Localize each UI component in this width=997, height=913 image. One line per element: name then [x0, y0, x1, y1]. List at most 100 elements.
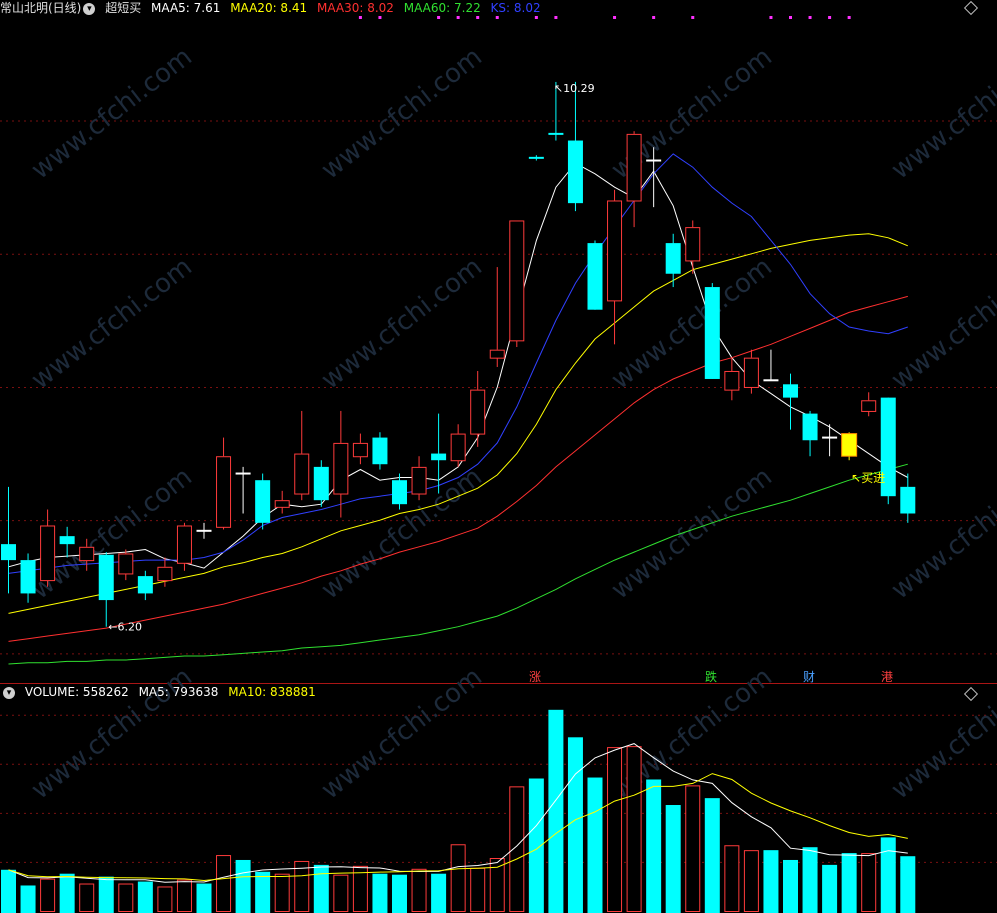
- volume-bar: [861, 853, 877, 912]
- volume-bar: [98, 876, 114, 913]
- volume-bar: [802, 847, 818, 913]
- volume-bar: [176, 879, 192, 912]
- volume-ma5-line: [8, 743, 908, 883]
- volume-bar: [685, 785, 701, 913]
- candle-body: [587, 243, 603, 310]
- candle-body: [79, 546, 95, 562]
- volume-bar: [489, 858, 505, 912]
- volume-bar: [1, 869, 16, 913]
- volume-bar: [79, 883, 95, 913]
- watermark-text: www.cfchi.com: [886, 42, 997, 186]
- candle-body: [626, 133, 642, 202]
- volume-bar: [646, 779, 662, 913]
- candle-body: [20, 560, 36, 594]
- candle-body: [137, 576, 153, 594]
- candle-body: [333, 442, 349, 495]
- candle-body: [431, 453, 447, 461]
- volume-bar: [783, 859, 798, 913]
- watermark-text: www.cfchi.com: [886, 252, 997, 396]
- signal-dot: [789, 16, 792, 19]
- ma5-value: MAA5: 7.61: [151, 1, 221, 15]
- volume-settings-icon[interactable]: ▾: [3, 686, 15, 699]
- signal-dot: [358, 16, 362, 19]
- candle-body: [372, 437, 388, 465]
- volume-bar: [137, 881, 153, 913]
- volume-bar: [763, 850, 779, 913]
- volume-bar: [743, 850, 759, 913]
- candle-body: [470, 389, 486, 435]
- volume-bar: [411, 868, 427, 912]
- candle-body: [235, 472, 251, 475]
- candle-body: [255, 480, 271, 523]
- volume-bar: [880, 837, 896, 913]
- volume-bar: [822, 864, 838, 913]
- volume-bar: [509, 786, 525, 912]
- event-tag-finance[interactable]: 财: [803, 670, 816, 684]
- volume-bar: [626, 746, 642, 913]
- signal-dot: [437, 16, 441, 19]
- volume-bar: [470, 867, 486, 912]
- candle-body: [489, 349, 505, 359]
- volume-bar: [450, 844, 466, 913]
- annotation-low: ←6.20: [108, 621, 142, 634]
- volume-bar: [255, 871, 271, 913]
- volume-bar: [567, 737, 583, 913]
- candle-body: [196, 529, 212, 532]
- volume-bar: [20, 885, 36, 913]
- signal-dot: [554, 16, 558, 19]
- ma-line-maa30: [8, 295, 908, 642]
- candle-body: [98, 554, 114, 601]
- candle-body: [548, 132, 564, 135]
- event-tag-rise[interactable]: 涨: [529, 670, 542, 684]
- candle-body: [450, 433, 466, 462]
- watermark-text: www.cfchi.com: [26, 252, 198, 396]
- event-tag-hk[interactable]: 港: [881, 670, 894, 684]
- candle-body: [352, 442, 368, 458]
- signal-dot: [534, 16, 538, 19]
- signal-dot: [613, 16, 617, 19]
- volume-header: ▾ VOLUME: 558262 MA5: 793638 MA10: 83888…: [0, 684, 322, 700]
- price-header: 常山北明(日线) ▾ 超短买 MAA5: 7.61 MAA20: 8.41 MAA…: [0, 0, 547, 16]
- candle-body: [294, 453, 310, 495]
- candle-body: [392, 480, 407, 505]
- signal-dot: [828, 16, 832, 19]
- watermark-text: www.cfchi.com: [26, 42, 198, 186]
- volume-bar: [59, 873, 75, 913]
- volume-bar: [372, 873, 388, 913]
- candle-body: [900, 486, 916, 514]
- ks-value: KS: 8.02: [490, 1, 541, 15]
- candle-body: [313, 466, 329, 501]
- watermark-text: www.cfchi.com: [606, 462, 778, 606]
- volume-bar: [235, 859, 251, 913]
- event-tag-fall[interactable]: 跌: [705, 670, 718, 684]
- volume-bar: [665, 805, 681, 913]
- candle-body: [1, 544, 16, 561]
- volume-value: VOLUME: 558262: [24, 685, 129, 699]
- ma30-value: MAA30: 8.02: [316, 1, 394, 15]
- candle-body: [724, 370, 740, 391]
- volume-bar: [40, 878, 56, 912]
- signal-dot: [847, 16, 851, 19]
- settings-circle-icon[interactable]: ▾: [83, 2, 96, 15]
- candle-body: [157, 566, 173, 582]
- signal-dot: [691, 16, 695, 19]
- candle-body: [861, 400, 877, 412]
- candle-body: [528, 156, 544, 159]
- volume-bar: [196, 883, 212, 913]
- candle-body: [841, 433, 858, 457]
- annotation-high: ↖10.29: [554, 82, 595, 95]
- volume-bar: [392, 874, 407, 913]
- candle-body: [646, 159, 662, 162]
- volume-bar: [294, 860, 310, 913]
- volume-bar: [431, 873, 447, 913]
- ma60-value: MAA60: 7.22: [403, 1, 481, 15]
- volume-bar: [157, 886, 173, 912]
- signal-dot: [378, 16, 382, 19]
- candle-body: [567, 140, 583, 204]
- candle-body: [607, 200, 623, 302]
- volume-bar: [724, 845, 740, 913]
- candle-body: [763, 379, 779, 382]
- ma-line-maa20: [8, 233, 908, 614]
- indicator-name: 超短买: [105, 1, 142, 15]
